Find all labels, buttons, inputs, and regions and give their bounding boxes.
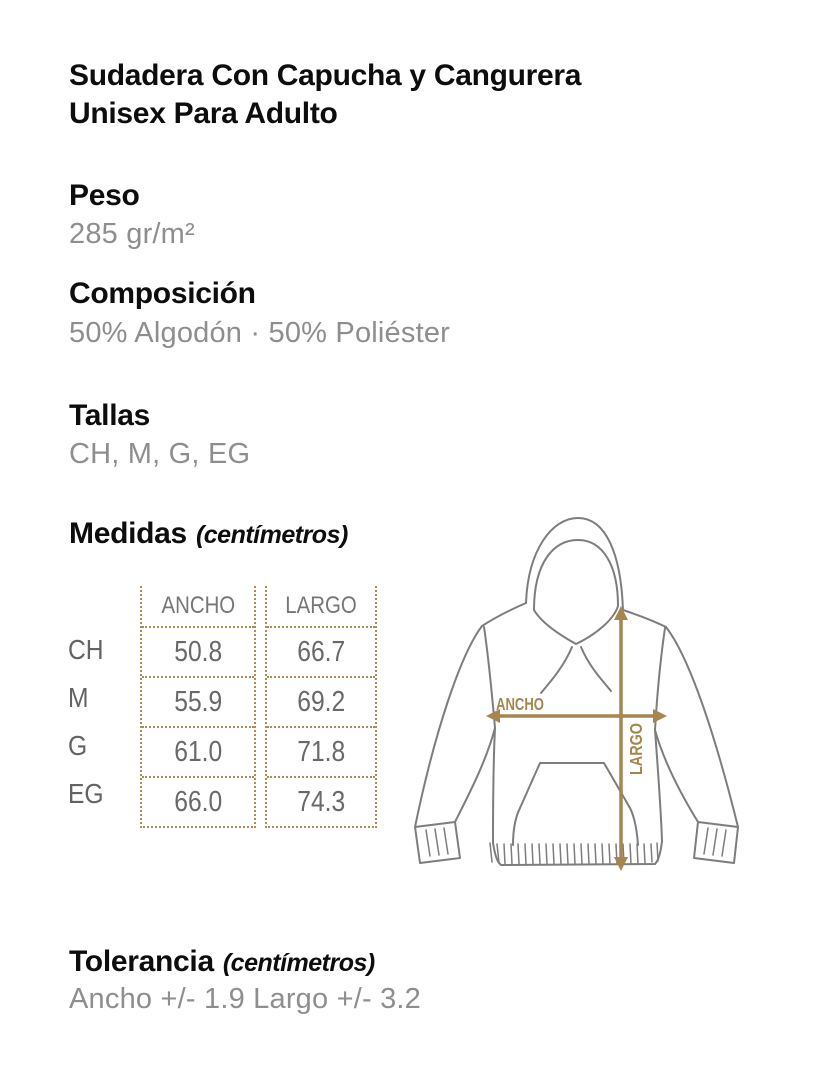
kangaroo-pocket (512, 762, 639, 846)
shoulder-left (481, 602, 527, 627)
size-table: CH M G EG ANCHO 50.8 55.9 61.0 66.0 LARG… (68, 586, 377, 828)
medidas-heading-text: Medidas (69, 517, 187, 550)
size-table-corner-cell (68, 586, 140, 626)
tolerancia-heading-text: Tolerancia (69, 945, 214, 978)
tolerancia-unit-note: (centímetros) (222, 949, 375, 977)
medidas-unit-note: (centímetros) (195, 521, 348, 549)
sleeve-left-inner (454, 727, 496, 823)
ancho-arrow-label: ANCHO (496, 694, 544, 714)
measurement-arrows: ANCHO LARGO (486, 606, 667, 871)
medidas-heading: Medidas (centímetros) (69, 517, 348, 551)
cuff-right (693, 821, 739, 864)
cell-ch-ancho: 50.8 (142, 626, 254, 676)
column-header-ancho: ANCHO (161, 592, 235, 619)
sleeve-right-inner (654, 729, 699, 823)
torso-left-edge (492, 727, 496, 844)
tallas-heading: Tallas (69, 399, 151, 432)
cell-ch-largo: 66.7 (267, 626, 375, 676)
cell-m-largo: 69.2 (267, 676, 375, 726)
composicion-heading: Composición (69, 277, 256, 310)
row-label-ch: CH (68, 634, 104, 665)
column-header-largo: LARGO (285, 592, 357, 619)
tolerancia-heading: Tolerancia (centímetros) (69, 945, 375, 979)
peso-heading: Peso (69, 179, 140, 212)
ancho-column: ANCHO 50.8 55.9 61.0 66.0 (140, 586, 256, 828)
cell-g-largo: 71.8 (267, 726, 375, 776)
row-label-m: M (68, 682, 89, 713)
cuff-right-ribs (703, 827, 727, 857)
composicion-value: 50% Algodón · 50% Poliéster (69, 317, 451, 349)
torso-right-edge (654, 729, 663, 842)
peso-value: 285 gr/m² (69, 218, 195, 250)
cell-eg-ancho: 66.0 (142, 776, 254, 826)
largo-column: LARGO 66.7 69.2 71.8 74.3 (265, 586, 377, 828)
row-label-g: G (68, 730, 88, 761)
cell-m-ancho: 55.9 (142, 676, 254, 726)
drawstring-right (580, 646, 612, 692)
row-label-eg: EG (68, 778, 104, 809)
cell-eg-largo: 74.3 (267, 776, 375, 826)
shoulder-right (622, 609, 667, 628)
drawstring-left (540, 646, 573, 694)
hood-outline (525, 517, 624, 611)
cuff-left-ribs (425, 827, 449, 857)
hem-ribs (489, 842, 659, 865)
hoodie-measurement-diagram: ANCHO LARGO (414, 517, 739, 871)
sleeve-right-outer (665, 626, 739, 828)
cell-g-ancho: 61.0 (142, 726, 254, 776)
product-title: Sudadera Con Capucha y Cangurera Unisex … (69, 59, 582, 130)
tolerancia-value: Ancho +/- 1.9 Largo +/- 3.2 (69, 983, 422, 1015)
cuff-left (414, 821, 461, 864)
hem-outline (492, 840, 663, 866)
hood-opening (533, 539, 619, 645)
tallas-value: CH, M, G, EG (69, 438, 251, 470)
sleeve-left-outer (414, 625, 483, 828)
largo-arrow-label: LARGO (626, 723, 646, 775)
size-table-row-labels: CH M G EG (68, 586, 140, 828)
